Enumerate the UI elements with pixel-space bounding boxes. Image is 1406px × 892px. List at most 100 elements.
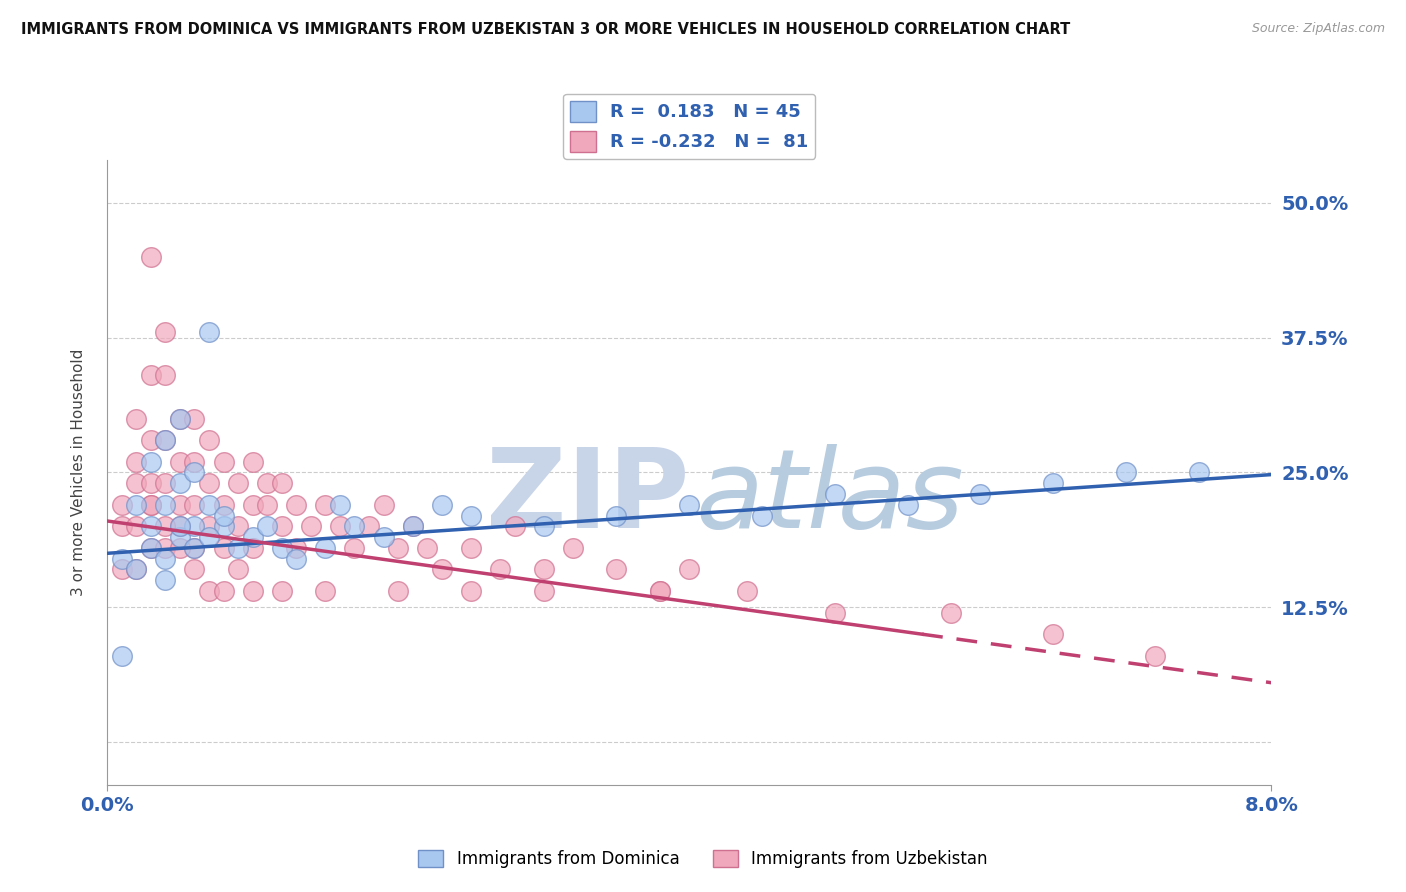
Point: [183, 541, 205, 555]
Point: [270, 584, 292, 599]
Point: [430, 498, 453, 512]
Point: [226, 476, 249, 491]
Point: [737, 584, 759, 599]
Text: atlas: atlas: [695, 444, 963, 551]
Point: [270, 519, 292, 533]
Point: [1115, 466, 1137, 480]
Point: [314, 541, 336, 555]
Point: [155, 541, 177, 555]
Point: [198, 433, 221, 447]
Point: [139, 476, 162, 491]
Point: [242, 541, 264, 555]
Point: [212, 498, 235, 512]
Point: [169, 519, 191, 533]
Point: [824, 606, 846, 620]
Point: [139, 498, 162, 512]
Point: [183, 562, 205, 576]
Point: [226, 519, 249, 533]
Point: [212, 541, 235, 555]
Point: [533, 519, 555, 533]
Point: [751, 508, 773, 523]
Point: [169, 411, 191, 425]
Point: [125, 476, 148, 491]
Point: [155, 519, 177, 533]
Point: [155, 433, 177, 447]
Point: [183, 541, 205, 555]
Point: [533, 562, 555, 576]
Point: [212, 508, 235, 523]
Point: [169, 541, 191, 555]
Point: [270, 541, 292, 555]
Point: [155, 574, 177, 588]
Point: [1143, 648, 1166, 663]
Point: [169, 411, 191, 425]
Point: [125, 411, 148, 425]
Text: Source: ZipAtlas.com: Source: ZipAtlas.com: [1251, 22, 1385, 36]
Point: [183, 411, 205, 425]
Point: [460, 584, 482, 599]
Point: [139, 455, 162, 469]
Point: [242, 530, 264, 544]
Point: [256, 519, 278, 533]
Point: [285, 551, 308, 566]
Point: [402, 519, 425, 533]
Point: [969, 487, 991, 501]
Point: [373, 530, 395, 544]
Point: [198, 530, 221, 544]
Point: [226, 541, 249, 555]
Point: [430, 562, 453, 576]
Point: [285, 498, 308, 512]
Point: [561, 541, 583, 555]
Point: [373, 498, 395, 512]
Point: [198, 476, 221, 491]
Point: [343, 519, 366, 533]
Point: [139, 541, 162, 555]
Point: [242, 455, 264, 469]
Point: [125, 562, 148, 576]
Point: [155, 433, 177, 447]
Point: [503, 519, 526, 533]
Point: [299, 519, 322, 533]
Text: IMMIGRANTS FROM DOMINICA VS IMMIGRANTS FROM UZBEKISTAN 3 OR MORE VEHICLES IN HOU: IMMIGRANTS FROM DOMINICA VS IMMIGRANTS F…: [21, 22, 1070, 37]
Point: [605, 508, 627, 523]
Point: [314, 498, 336, 512]
Point: [169, 498, 191, 512]
Point: [111, 648, 134, 663]
Point: [533, 584, 555, 599]
Point: [139, 519, 162, 533]
Point: [169, 519, 191, 533]
Point: [314, 584, 336, 599]
Point: [139, 498, 162, 512]
Point: [198, 326, 221, 340]
Point: [357, 519, 380, 533]
Point: [155, 326, 177, 340]
Point: [139, 368, 162, 383]
Point: [125, 562, 148, 576]
Point: [387, 541, 409, 555]
Point: [1042, 627, 1064, 641]
Point: [678, 498, 700, 512]
Point: [329, 519, 352, 533]
Legend: R =  0.183   N = 45, R = -0.232   N =  81: R = 0.183 N = 45, R = -0.232 N = 81: [562, 94, 815, 159]
Point: [183, 455, 205, 469]
Point: [198, 498, 221, 512]
Point: [155, 498, 177, 512]
Point: [169, 530, 191, 544]
Point: [183, 466, 205, 480]
Point: [198, 519, 221, 533]
Point: [212, 584, 235, 599]
Y-axis label: 3 or more Vehicles in Household: 3 or more Vehicles in Household: [72, 349, 86, 596]
Point: [896, 498, 918, 512]
Point: [139, 250, 162, 264]
Point: [489, 562, 512, 576]
Point: [183, 519, 205, 533]
Point: [242, 498, 264, 512]
Point: [329, 498, 352, 512]
Point: [824, 487, 846, 501]
Point: [111, 551, 134, 566]
Point: [125, 455, 148, 469]
Point: [678, 562, 700, 576]
Point: [460, 541, 482, 555]
Point: [212, 455, 235, 469]
Point: [460, 508, 482, 523]
